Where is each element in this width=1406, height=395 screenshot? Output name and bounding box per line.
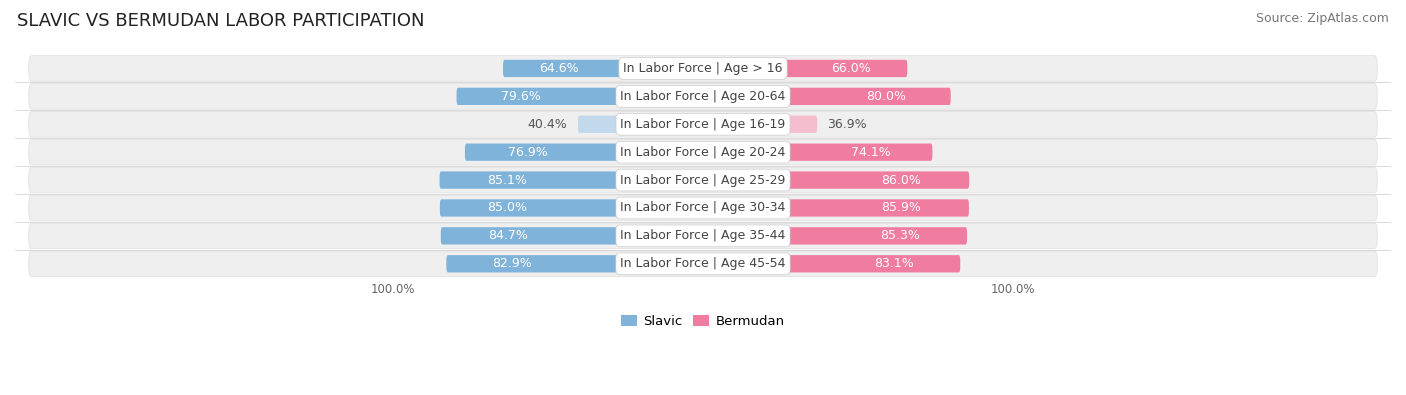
Text: 83.1%: 83.1% (875, 257, 914, 270)
FancyBboxPatch shape (446, 255, 703, 273)
Text: 66.0%: 66.0% (831, 62, 870, 75)
FancyBboxPatch shape (578, 116, 703, 133)
FancyBboxPatch shape (28, 195, 1378, 221)
FancyBboxPatch shape (703, 255, 960, 273)
FancyBboxPatch shape (703, 60, 907, 77)
Text: 64.6%: 64.6% (538, 62, 579, 75)
Text: In Labor Force | Age 25-29: In Labor Force | Age 25-29 (620, 173, 786, 186)
Text: 76.9%: 76.9% (508, 146, 547, 159)
Text: 36.9%: 36.9% (828, 118, 868, 131)
FancyBboxPatch shape (28, 56, 1378, 81)
Text: 85.9%: 85.9% (882, 201, 921, 214)
FancyBboxPatch shape (28, 111, 1378, 137)
Text: SLAVIC VS BERMUDAN LABOR PARTICIPATION: SLAVIC VS BERMUDAN LABOR PARTICIPATION (17, 12, 425, 30)
FancyBboxPatch shape (28, 251, 1378, 276)
FancyBboxPatch shape (703, 227, 967, 245)
Text: In Labor Force | Age 20-64: In Labor Force | Age 20-64 (620, 90, 786, 103)
FancyBboxPatch shape (28, 83, 1378, 109)
FancyBboxPatch shape (28, 223, 1378, 249)
Text: In Labor Force | Age 35-44: In Labor Force | Age 35-44 (620, 229, 786, 243)
Text: 82.9%: 82.9% (492, 257, 533, 270)
Text: In Labor Force | Age 45-54: In Labor Force | Age 45-54 (620, 257, 786, 270)
FancyBboxPatch shape (703, 143, 932, 161)
Text: In Labor Force | Age 16-19: In Labor Force | Age 16-19 (620, 118, 786, 131)
Text: 85.3%: 85.3% (880, 229, 920, 243)
FancyBboxPatch shape (440, 171, 703, 189)
FancyBboxPatch shape (503, 60, 703, 77)
Legend: Slavic, Bermudan: Slavic, Bermudan (616, 310, 790, 334)
Text: 74.1%: 74.1% (852, 146, 891, 159)
Text: 40.4%: 40.4% (527, 118, 568, 131)
Text: 85.0%: 85.0% (488, 201, 527, 214)
FancyBboxPatch shape (28, 167, 1378, 193)
FancyBboxPatch shape (457, 88, 703, 105)
Text: 84.7%: 84.7% (488, 229, 527, 243)
FancyBboxPatch shape (703, 88, 950, 105)
FancyBboxPatch shape (703, 171, 969, 189)
Text: Source: ZipAtlas.com: Source: ZipAtlas.com (1256, 12, 1389, 25)
FancyBboxPatch shape (440, 199, 703, 216)
Text: In Labor Force | Age 30-34: In Labor Force | Age 30-34 (620, 201, 786, 214)
FancyBboxPatch shape (465, 143, 703, 161)
FancyBboxPatch shape (703, 116, 817, 133)
Text: 79.6%: 79.6% (501, 90, 541, 103)
FancyBboxPatch shape (440, 227, 703, 245)
FancyBboxPatch shape (28, 139, 1378, 165)
Text: 80.0%: 80.0% (866, 90, 905, 103)
Text: 85.1%: 85.1% (486, 173, 527, 186)
Text: 86.0%: 86.0% (882, 173, 921, 186)
Text: In Labor Force | Age 20-24: In Labor Force | Age 20-24 (620, 146, 786, 159)
Text: In Labor Force | Age > 16: In Labor Force | Age > 16 (623, 62, 783, 75)
FancyBboxPatch shape (703, 199, 969, 216)
